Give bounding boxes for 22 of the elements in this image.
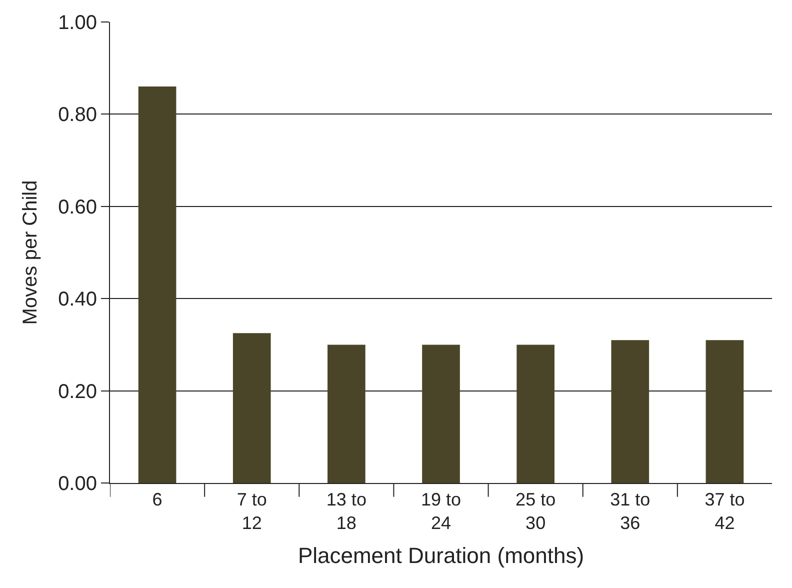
y-tick-label: 0.60 <box>58 196 97 218</box>
bar <box>138 86 176 483</box>
x-tick-label: 19 to 24 <box>420 490 462 533</box>
x-tick-label: 6 <box>152 490 162 510</box>
bar <box>516 344 554 483</box>
x-tick-label: 25 to 30 <box>516 490 556 533</box>
y-axis-title: Moves per Child <box>20 180 42 325</box>
x-tick-label: 13 to 18 <box>326 490 366 533</box>
x-tick-label: 37 to 42 <box>704 490 745 533</box>
x-tick-label: 7 to 12 <box>236 490 267 533</box>
bar <box>232 333 271 483</box>
x-tick-label: 31 to 36 <box>610 490 650 533</box>
y-tick-label: 0.80 <box>58 104 97 126</box>
bar <box>422 344 460 483</box>
y-tick-label: 0.20 <box>58 380 97 403</box>
x-axis-title: Placement Duration (months) <box>298 542 584 568</box>
y-tick-label: 0.00 <box>58 473 97 495</box>
bar <box>706 340 744 483</box>
y-tick-label: 1.00 <box>58 12 97 34</box>
bar <box>328 344 366 483</box>
bar <box>611 340 650 483</box>
y-tick-label: 0.40 <box>58 288 97 311</box>
